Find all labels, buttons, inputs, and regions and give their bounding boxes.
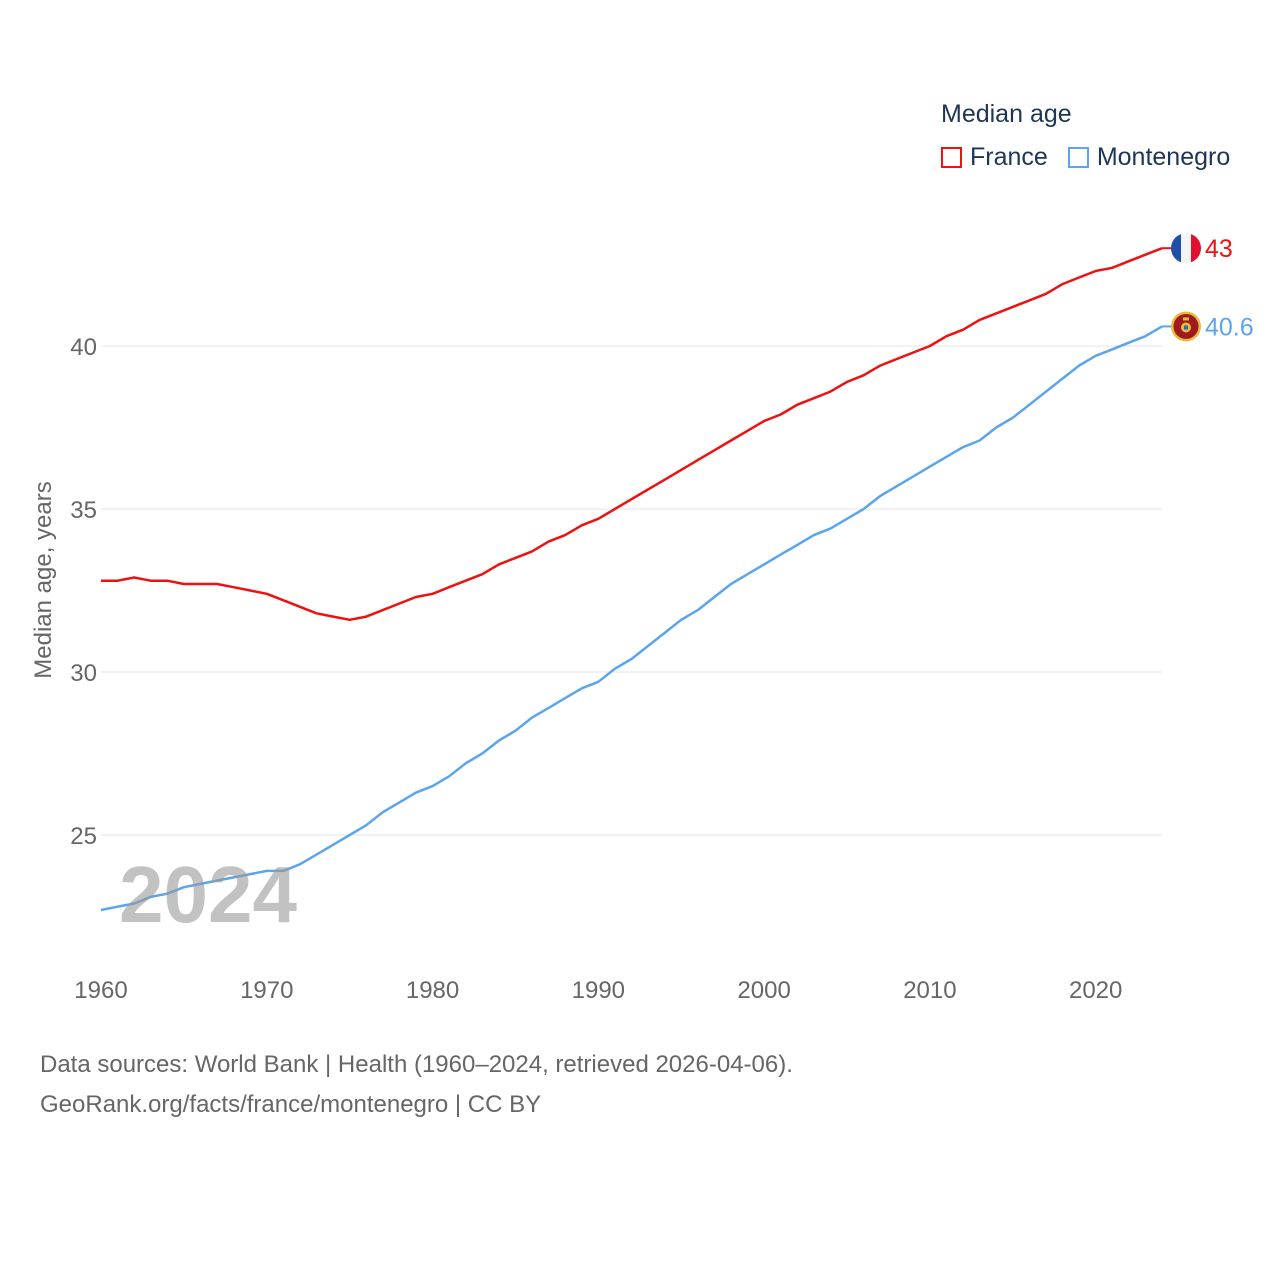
y-tick-label: 35 (70, 497, 97, 524)
legend-label-france: France (970, 143, 1048, 171)
series-line-montenegro (100, 325, 1163, 912)
year-watermark: 2024 (119, 850, 297, 939)
end-value-label-montenegro: 40.6 (1205, 313, 1254, 341)
x-tick-label: 1960 (74, 977, 127, 1004)
x-tick-label: 1990 (572, 977, 625, 1004)
legend-swatch-france (941, 147, 962, 168)
series-line-france (101, 247, 1163, 622)
legend-swatch-montenegro (1067, 147, 1089, 168)
y-tick-label: 25 (70, 823, 97, 850)
x-tick-label: 1980 (406, 977, 459, 1004)
x-tick-label: 2000 (737, 977, 790, 1004)
y-tick-label: 30 (70, 660, 97, 687)
x-tick-label: 2020 (1069, 977, 1122, 1004)
legend-title: Median age (941, 100, 1072, 128)
flag-crown (1183, 317, 1189, 321)
legend-label-montenegro: Montenegro (1096, 143, 1231, 171)
legend-item-france[interactable]: France (941, 143, 1048, 172)
source-line-2[interactable]: GeoRank.org/facts/france/montenegro | CC… (40, 1091, 542, 1118)
legend-item-montenegro[interactable]: Montenegro (1067, 143, 1231, 172)
y-axis-title: Median age, years (30, 481, 57, 678)
end-value-label-france: 43 (1205, 235, 1233, 263)
source-line-1: Data sources: World Bank | Health (1960–… (40, 1051, 793, 1078)
legend: France Montenegro (941, 143, 1250, 172)
x-tick-label: 2010 (903, 977, 956, 1004)
flag-emblem-shield (1184, 325, 1188, 330)
france-flag-icon (1171, 233, 1201, 264)
x-tick-label: 1970 (240, 977, 293, 1004)
y-tick-label: 40 (70, 334, 97, 361)
source-note: Data sources: World Bank | Health (1960–… (40, 1045, 793, 1125)
